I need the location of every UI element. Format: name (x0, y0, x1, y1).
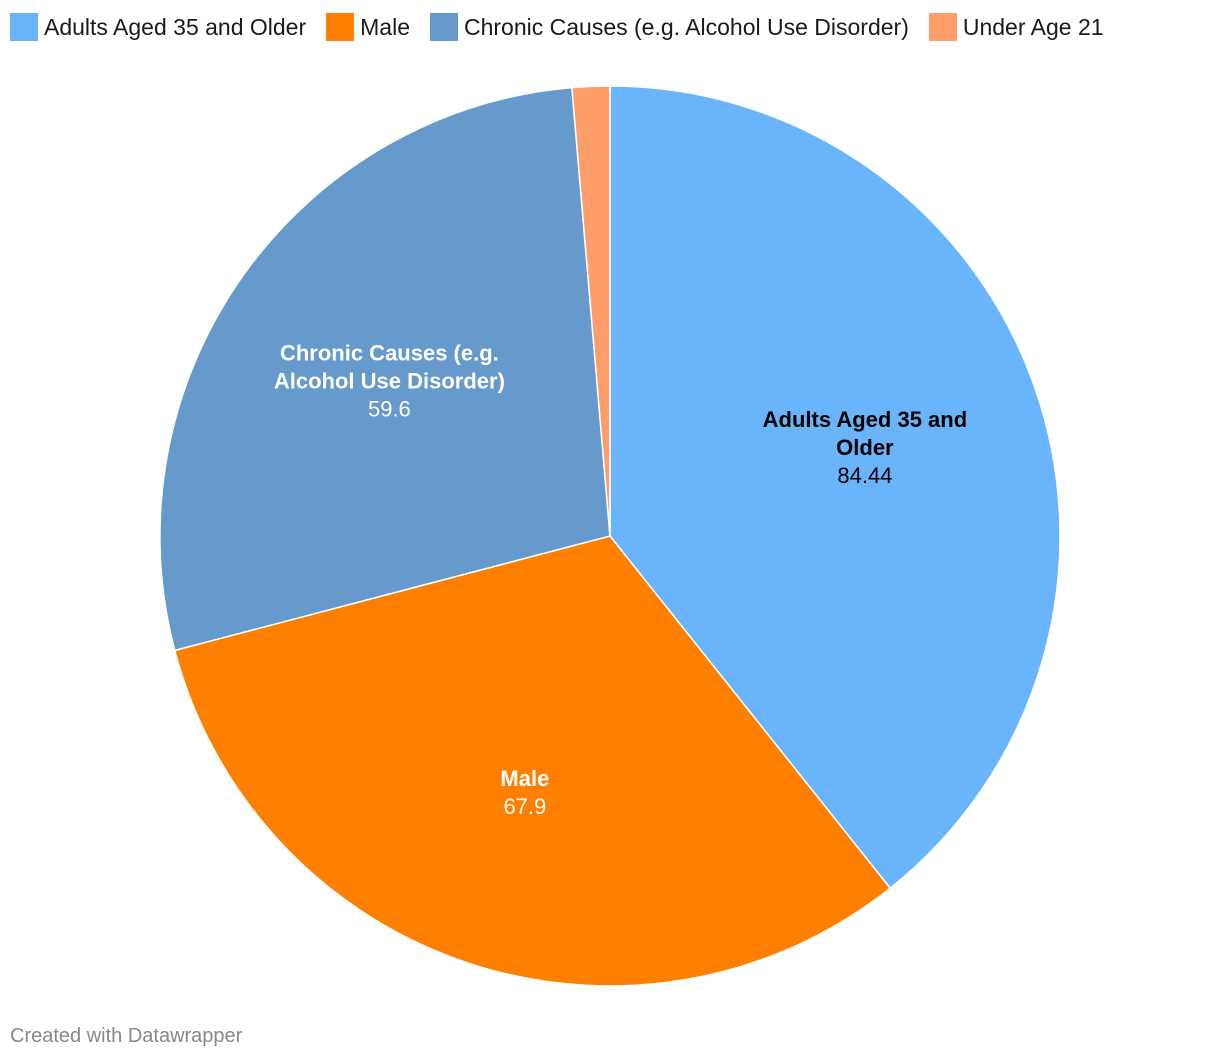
credit-text: Created with Datawrapper (10, 1025, 243, 1047)
legend-label: Adults Aged 35 and Older (44, 14, 307, 40)
legend-label: Chronic Causes (e.g. Alcohol Use Disorde… (464, 14, 909, 40)
legend-label: Under Age 21 (962, 14, 1104, 40)
slice-value-2: 59.6 (368, 396, 411, 421)
slice-value-1: 67.9 (503, 794, 546, 819)
legend-item-adults-35: Adults Aged 35 and Older (10, 10, 306, 44)
legend-swatch (928, 13, 957, 41)
pie-slice-0 (609, 85, 1061, 890)
legend-swatch (430, 13, 458, 41)
pie-slice-2 (159, 86, 611, 652)
legend-item-under-21: Under Age 21 (928, 10, 1104, 44)
chart-legend: Adults Aged 35 and Older Male Chronic Ca… (10, 10, 1104, 44)
slice-label-2: Chronic Causes (e.g. Alcohol Use Disorder… (274, 340, 505, 421)
slice-value-0: 84.44 (837, 463, 892, 488)
legend-swatch (326, 13, 355, 41)
legend-label: Male (360, 14, 410, 40)
legend-item-male: Male (326, 10, 410, 44)
pie-slice-1 (173, 535, 892, 987)
slice-label-1: Male 67.9 (500, 766, 549, 819)
pie-slice-3 (571, 85, 611, 537)
legend-item-chronic-causes: Chronic Causes (e.g. Alcohol Use Disorde… (430, 10, 909, 44)
legend-swatch (10, 13, 38, 41)
slice-label-0: Adults Aged 35 and Older 84.44 (763, 407, 968, 488)
